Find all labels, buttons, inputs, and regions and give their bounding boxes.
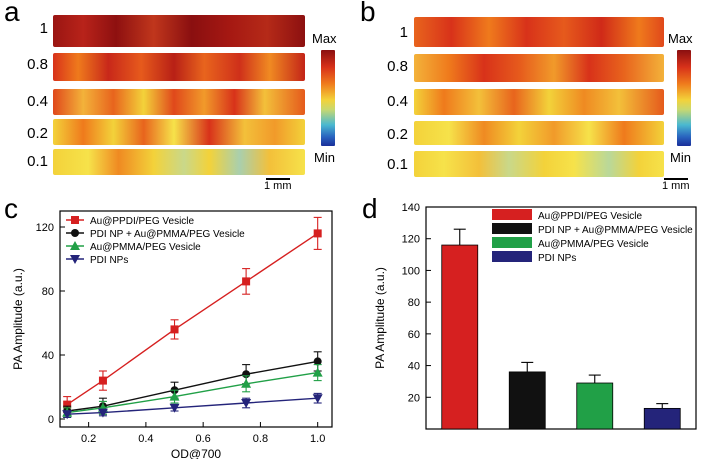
heatmap-strip-a-0.4 — [53, 89, 305, 115]
colorbar-b — [677, 50, 691, 146]
data-point — [313, 229, 322, 238]
panel-b-row-label: 0.4 — [387, 93, 408, 110]
y-tick-label-d: 20 — [408, 392, 420, 404]
legend-marker-c — [71, 216, 79, 224]
legend-label-c: Au@PMMA/PEG Vesicle — [90, 242, 201, 253]
legend-swatch-d — [492, 223, 532, 234]
panel-a-row-label: 0.8 — [27, 56, 48, 73]
x-tick-label-c: 0.4 — [138, 433, 153, 445]
line-chart-pa-vs-od: 0.2 0.4 0.6 0.8 1.0 0 40 80 120 OD@700 PA Amplitud… — [11, 210, 333, 459]
data-point — [241, 399, 252, 408]
scale-bar-a-label: 1 mm — [264, 180, 292, 192]
bar-2 — [576, 382, 614, 430]
x-axis-label-c: OD@700 — [171, 447, 222, 459]
bar-0 — [441, 244, 479, 430]
heatmap-strip-a-0.8 — [53, 53, 305, 81]
panel-a-row-label: 0.4 — [27, 93, 48, 110]
data-point — [98, 376, 107, 385]
y-tick-label-d: 140 — [402, 202, 420, 214]
panel-a-row-label: 0.1 — [27, 153, 48, 170]
data-point — [312, 394, 323, 404]
legend-swatch-d — [492, 251, 532, 262]
bar-1 — [508, 371, 546, 430]
legend-label-d: Au@PMMA/PEG Vesicle — [538, 239, 649, 250]
y-tick-label-d: 60 — [408, 329, 420, 341]
colorbar-b-min: Min — [670, 150, 691, 165]
heatmap-strip-b-0.2 — [414, 121, 664, 145]
heatmap-strip-b-0.4 — [414, 89, 664, 115]
colorbar-a — [321, 50, 335, 146]
bar-3 — [643, 407, 681, 430]
y-tick-label-d: 100 — [402, 265, 420, 277]
plot-frame-d — [425, 206, 697, 430]
legend-label-c: PDI NPs — [90, 255, 128, 266]
heatmap-strip-b-0.1 — [414, 151, 664, 177]
y-tick-label-c: 80 — [42, 286, 54, 298]
plot-frame-c — [59, 210, 333, 428]
legend-label-d: PDI NP + Au@PMMA/PEG Vesicle — [538, 225, 693, 236]
panel-b-row-label: 0.2 — [387, 126, 408, 143]
data-point — [62, 410, 73, 420]
panel-a-letter: a — [4, 0, 20, 27]
x-tick-label-c: 0.8 — [253, 433, 268, 445]
scale-bar-a — [266, 178, 290, 180]
legend-marker-c — [71, 229, 79, 237]
legend-marker-c — [70, 255, 80, 264]
y-tick-label-c: 0 — [48, 414, 54, 426]
legend-swatch-d — [492, 209, 532, 220]
panel-c-letter: c — [4, 193, 18, 224]
heatmap-strip-a-0.2 — [53, 119, 305, 145]
y-axis-label-d: PA Amplitude (a.u.) — [373, 267, 387, 369]
panel-b-row-label: 0.8 — [387, 58, 408, 75]
data-point — [313, 357, 322, 366]
heatmap-strip-a-1 — [53, 15, 305, 47]
panel-d-letter: d — [362, 193, 378, 224]
data-point — [241, 378, 252, 388]
heatmap-strip-b-1 — [414, 17, 664, 47]
scale-bar-b-label: 1 mm — [662, 180, 690, 192]
data-point — [97, 408, 108, 418]
legend-label-c: PDI NP + Au@PMMA/PEG Vesicle — [90, 229, 245, 240]
y-tick-label-d: 40 — [408, 361, 420, 373]
data-point — [169, 403, 180, 413]
panel-a-row-label: 1 — [39, 20, 48, 37]
heatmap-strip-a-0.1 — [53, 149, 305, 175]
x-tick-label-c: 0.2 — [81, 433, 96, 445]
y-tick-label-d: 80 — [408, 297, 420, 309]
y-tick-label-c: 40 — [42, 350, 54, 362]
y-tick-label-c: 120 — [36, 222, 54, 234]
colorbar-a-min: Min — [314, 150, 335, 165]
panel-b-row-label: 0.1 — [387, 156, 408, 173]
bar-chart-pa-amplitude: 20 40 60 80 100 120 140 PA Amplitude (a.u.) Au@P… — [373, 202, 697, 430]
data-point — [242, 277, 251, 286]
colorbar-a-max: Max — [312, 31, 337, 46]
panel-a-row-label: 0.2 — [27, 125, 48, 142]
y-tick-label-d: 120 — [402, 234, 420, 246]
x-tick-label-c: 0.6 — [196, 433, 211, 445]
legend-label-c: Au@PPDI/PEG Vesicle — [90, 216, 195, 227]
legend-label-d: PDI NPs — [538, 253, 576, 264]
legend-label-d: Au@PPDI/PEG Vesicle — [538, 211, 643, 222]
x-tick-label-c: 1.0 — [310, 433, 325, 445]
y-axis-label-c: PA Amplitude (a.u.) — [11, 268, 25, 370]
legend-swatch-d — [492, 237, 532, 248]
heatmap-strip-b-0.8 — [414, 54, 664, 82]
legend-marker-c — [70, 241, 80, 250]
data-point — [312, 367, 323, 377]
data-point — [170, 325, 179, 334]
colorbar-b-max: Max — [668, 31, 693, 46]
data-point — [169, 391, 180, 401]
panel-b-row-label: 1 — [399, 24, 408, 41]
data-point — [63, 400, 72, 409]
panel-b-letter: b — [360, 0, 376, 27]
scale-bar-b — [664, 178, 688, 180]
